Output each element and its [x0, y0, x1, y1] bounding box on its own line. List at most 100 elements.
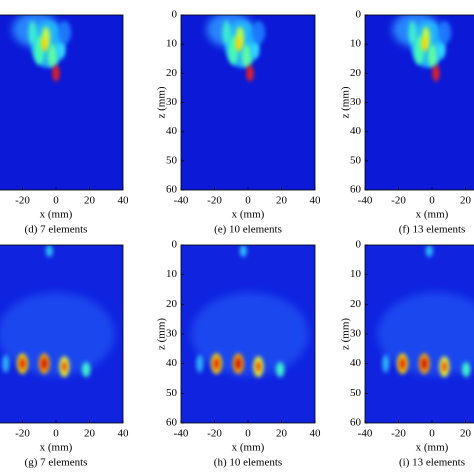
- y-tick-label: 40: [350, 357, 362, 369]
- y-tick-label: 0: [356, 239, 362, 251]
- x-tick-label: -40: [358, 428, 373, 440]
- x-tick-label: 40: [118, 428, 130, 440]
- heatmap-blob: [52, 65, 60, 82]
- heatmap-blob: [62, 361, 67, 372]
- heatmap-blob: [47, 44, 58, 68]
- y-tick-label: 40: [350, 125, 362, 137]
- x-tick-label: 20: [84, 195, 96, 207]
- y-tick-label: 60: [166, 184, 178, 196]
- x-tick-label: -20: [207, 428, 222, 440]
- heatmap-blob: [432, 65, 440, 82]
- x-tick-label: -40: [358, 195, 373, 207]
- heatmap-blob: [414, 35, 425, 65]
- y-tick-label: 20: [166, 298, 178, 310]
- heatmap-blob: [28, 20, 37, 45]
- y-axis-label: z (mm): [156, 318, 168, 350]
- heatmap-image: [0, 15, 123, 190]
- y-tick-label: 20: [350, 298, 362, 310]
- panel-caption: (f) 13 elements: [399, 224, 466, 236]
- y-tick-label: 30: [350, 96, 362, 108]
- y-tick-label: 30: [166, 96, 178, 108]
- heatmap-blob: [213, 357, 220, 370]
- panel-caption: (g) 7 elements: [25, 457, 88, 469]
- x-tick-label: -40: [174, 428, 189, 440]
- y-tick-label: 0: [172, 239, 178, 251]
- heatmap-blob: [427, 44, 438, 68]
- y-tick-label: 60: [166, 417, 178, 429]
- x-tick-label: 20: [276, 195, 288, 207]
- panel: -40 -20 0 20 40 0 10 20 30 40 50 60 x (mm) z (mm) (h) …: [156, 239, 321, 469]
- heatmap-blob: [239, 245, 247, 257]
- heatmap-blob: [191, 292, 309, 376]
- x-tick-label: -20: [15, 195, 30, 207]
- y-tick-label: 20: [350, 67, 362, 79]
- y-tick-label: 40: [166, 357, 178, 369]
- y-axis-label: z (mm): [340, 318, 352, 350]
- y-tick-label: 10: [350, 38, 362, 50]
- x-tick-label: 40: [310, 195, 322, 207]
- heatmap-blob: [275, 362, 285, 378]
- y-tick-label: 0: [172, 9, 178, 21]
- y-tick-label: 60: [350, 184, 362, 196]
- heatmap-image: [0, 245, 123, 423]
- x-tick-label: -20: [207, 195, 222, 207]
- x-tick-label: 20: [84, 428, 96, 440]
- heatmap-blob: [19, 357, 26, 370]
- heatmap-image: [181, 15, 315, 190]
- heatmap-blob: [421, 36, 427, 52]
- x-tick-label: 20: [276, 428, 288, 440]
- x-axis-label: x (mm): [416, 209, 449, 221]
- x-tick-label: -20: [391, 195, 406, 207]
- heatmap-blob: [399, 357, 406, 370]
- y-tick-label: 20: [166, 67, 178, 79]
- x-tick-label: -20: [15, 428, 30, 440]
- y-tick-label: 0: [356, 9, 362, 21]
- panel-caption: (h) 10 elements: [214, 457, 282, 469]
- heatmap-blob: [382, 354, 390, 373]
- heatmap-blob: [228, 35, 239, 65]
- heatmap-blob: [421, 357, 428, 370]
- x-axis-label: x (mm): [40, 442, 73, 454]
- heatmap-blob: [235, 36, 241, 52]
- x-tick-label: 0: [429, 428, 435, 440]
- heatmap-blob: [436, 41, 446, 59]
- heatmap-blob: [34, 35, 45, 65]
- heatmap-blob: [45, 245, 53, 257]
- heatmap-blob: [461, 362, 471, 378]
- panel-caption: (i) 13 elements: [399, 457, 465, 469]
- x-tick-label: 0: [53, 428, 59, 440]
- heatmap-blob: [251, 20, 266, 45]
- y-tick-label: 50: [166, 154, 178, 166]
- heatmap-blob: [246, 65, 254, 82]
- x-axis-label: x (mm): [232, 209, 265, 221]
- y-tick-label: 40: [166, 125, 178, 137]
- heatmap-blob: [408, 20, 417, 45]
- heatmap-blob: [241, 44, 252, 68]
- heatmap-blob: [41, 357, 48, 370]
- heatmap-blob: [250, 41, 260, 59]
- heatmap-blob: [57, 20, 72, 45]
- x-tick-label: 40: [310, 428, 322, 440]
- x-tick-label: 20: [460, 428, 472, 440]
- heatmap-image: [365, 15, 474, 190]
- heatmap-blob: [2, 354, 10, 373]
- x-tick-label: 0: [429, 195, 435, 207]
- y-tick-label: 50: [350, 387, 362, 399]
- x-tick-label: 0: [245, 428, 251, 440]
- panel: -40 -20 0 20 40 0 10 20 30 40 50 60 x (mm) z (mm) (e) …: [156, 9, 321, 236]
- y-tick-label: 10: [350, 268, 362, 280]
- heatmap-blob: [196, 354, 204, 373]
- x-tick-label: -20: [391, 428, 406, 440]
- x-tick-label: 20: [460, 195, 472, 207]
- x-axis-label: x (mm): [416, 442, 449, 454]
- x-tick-label: 0: [245, 195, 251, 207]
- heatmap-image: [181, 245, 315, 423]
- heatmap-blob: [425, 245, 433, 257]
- y-tick-label: 10: [166, 38, 178, 50]
- heatmap-blob: [41, 36, 47, 52]
- x-tick-label: 0: [53, 195, 59, 207]
- y-axis-label: z (mm): [340, 86, 352, 118]
